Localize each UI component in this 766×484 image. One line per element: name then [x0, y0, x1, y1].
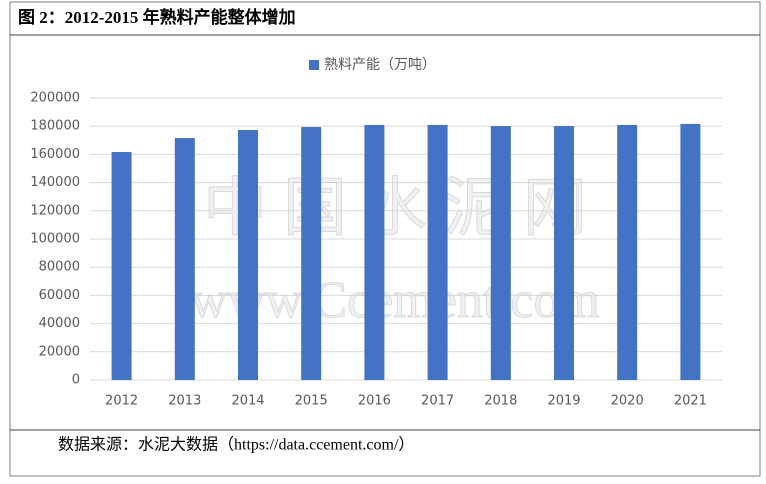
x-tick-label: 2018 [484, 394, 517, 409]
bar [617, 124, 638, 380]
y-tick-label: 0 [72, 373, 80, 388]
y-tick-label: 80000 [39, 260, 80, 275]
source-note: 数据来源：水泥大数据（https://data.ccement.com/） [58, 436, 414, 454]
x-tick-label: 2017 [421, 394, 454, 409]
y-tick-label: 60000 [39, 288, 80, 303]
x-tick-label: 2012 [105, 394, 138, 409]
watermark: www.Ccement.com [190, 272, 600, 329]
chart-title: 图 2：2012-2015 年熟料产能整体增加 [18, 7, 296, 27]
y-tick-label: 160000 [30, 147, 80, 162]
x-tick-label: 2014 [231, 394, 264, 409]
y-tick-label: 120000 [30, 203, 80, 218]
x-tick-label: 2013 [168, 394, 201, 409]
y-tick-label: 180000 [30, 119, 80, 134]
x-tick-label: 2021 [674, 394, 707, 409]
legend-swatch [309, 60, 319, 70]
y-tick-label: 140000 [30, 175, 80, 190]
x-tick-label: 2020 [611, 394, 644, 409]
x-tick-label: 2019 [547, 394, 580, 409]
x-tick-label: 2015 [295, 394, 328, 409]
bar [680, 123, 701, 380]
legend-label: 熟料产能（万吨） [324, 57, 436, 73]
y-tick-label: 40000 [39, 316, 80, 331]
bar [174, 138, 195, 380]
y-tick-label: 20000 [39, 344, 80, 359]
bar [301, 127, 322, 381]
frame [9, 1, 761, 477]
y-tick-label: 100000 [30, 232, 80, 247]
bar [554, 126, 574, 381]
bar [490, 126, 511, 381]
bar [364, 124, 385, 380]
bar [111, 152, 132, 380]
x-tick-label: 2016 [358, 394, 391, 409]
bar [427, 124, 448, 380]
y-tick-label: 200000 [30, 91, 80, 106]
watermark: 中 国 水 泥 网 [203, 173, 587, 244]
bar [238, 130, 258, 380]
